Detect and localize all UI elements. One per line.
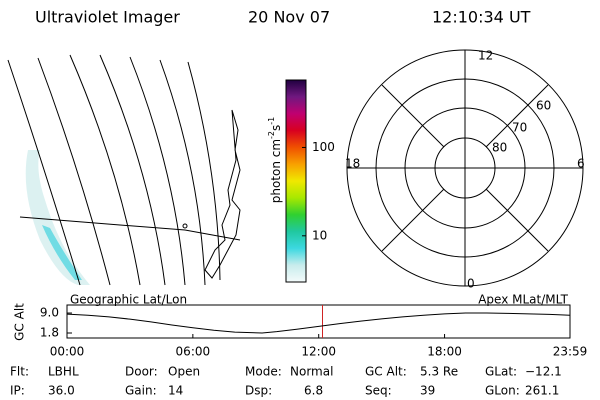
plot-frame (66, 304, 571, 339)
field-label: Dsp: (245, 384, 272, 398)
unit: s (269, 125, 283, 131)
field-label: Gain: (125, 384, 157, 398)
mlt-label: 12 (478, 49, 493, 63)
lat-label: 70 (512, 121, 527, 135)
x-tick-label: 06:00 (176, 345, 211, 359)
map-panel (7, 54, 241, 286)
field-label: Seq: (365, 384, 392, 398)
plot-title: Apex MLat/MLT (478, 293, 568, 307)
y-tick-label: 1.8 (40, 326, 59, 340)
lat-label: 80 (492, 141, 507, 155)
field-label: Flt: (10, 365, 29, 379)
field-label: Mode: (245, 365, 282, 379)
tick-label: 10 (312, 228, 327, 242)
mlt-label: 6 (577, 157, 585, 171)
x-tick-label: 23:59 (553, 345, 588, 359)
plot-title: Geographic Lat/Lon (70, 293, 187, 307)
field-value: Normal (290, 365, 333, 379)
field-value: Open (168, 365, 200, 379)
polar-plot: 12 18 6 0 60 70 80 (345, 49, 585, 291)
field-label: IP: (10, 384, 25, 398)
x-tick-label: 18:00 (427, 345, 462, 359)
exp: -1 (267, 117, 276, 125)
field-value: 6.8 (304, 384, 323, 398)
field-label: GC Alt: (365, 365, 407, 379)
colorbar-label: photon cm-2s-1 (267, 117, 283, 204)
field-value: 14 (168, 384, 183, 398)
colorbar: 10 100 (285, 79, 335, 283)
field-label: GLon: (485, 384, 520, 398)
time: 12:10:34 UT (432, 8, 531, 27)
title: Ultraviolet Imager (35, 8, 180, 27)
y-axis-label: GC Alt (13, 303, 27, 341)
y-tick-label: 9.0 (40, 306, 59, 320)
mlt-label: 0 (467, 277, 475, 291)
colorbar-box (285, 79, 307, 283)
lat-label: 60 (536, 99, 551, 113)
tick-label: 100 (312, 140, 335, 154)
altitude-line (66, 312, 571, 334)
field-value: 36.0 (48, 384, 75, 398)
x-tick-label: 12:00 (301, 345, 336, 359)
unit: photon cm (269, 139, 283, 203)
x-tick-label: 00:00 (50, 345, 85, 359)
footer: Flt: LBHL Door: Open Mode: Normal GC Alt: 5.3 R… (10, 365, 562, 398)
date: 20 Nov 07 (248, 8, 330, 27)
field-value: −12.1 (525, 365, 562, 379)
altitude-plot: 9.0 1.8 00:00 06:00 12:00 18:00 23:59 (40, 305, 587, 359)
field-label: GLat: (485, 365, 517, 379)
field-value: 5.3 Re (420, 365, 458, 379)
exp: -2 (267, 131, 276, 139)
field-value: 261.1 (525, 384, 559, 398)
mlt-label: 18 (345, 157, 360, 171)
field-value: 39 (420, 384, 435, 398)
field-value: LBHL (48, 365, 79, 379)
field-label: Door: (125, 365, 158, 379)
